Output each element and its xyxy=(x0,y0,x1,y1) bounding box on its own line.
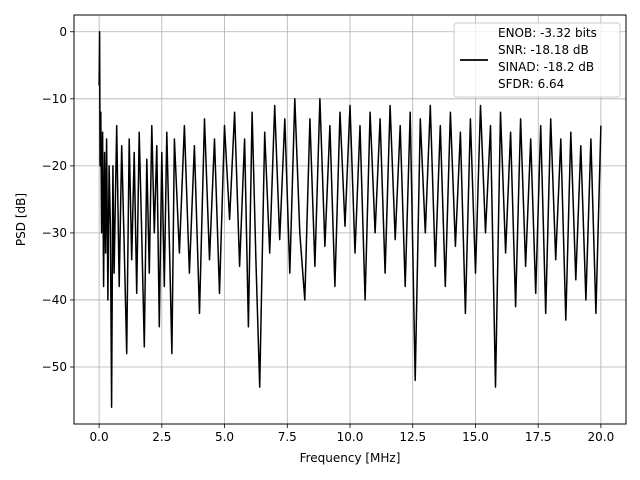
x-axis-label: Frequency [MHz] xyxy=(300,451,401,465)
psd-series-line xyxy=(98,31,602,408)
legend-entry-sinad: SINAD: -18.2 dB xyxy=(498,60,594,74)
x-tick-label: 2.5 xyxy=(152,430,171,444)
y-tick-label: −40 xyxy=(42,293,67,307)
ticks: 0.0 2.5 5.0 7.5 10.0 12.5 15.0 17.5 20.0 0 −10 −20 −… xyxy=(42,25,615,444)
x-tick-label: 0.0 xyxy=(90,430,109,444)
legend: ENOB: -3.32 bits SNR: -18.18 dB SINAD: -… xyxy=(453,22,621,98)
x-tick-label: 12.5 xyxy=(399,430,426,444)
y-axis-label: PSD [dB] xyxy=(14,193,28,246)
x-tick-label: 17.5 xyxy=(525,430,552,444)
y-tick-label: −20 xyxy=(42,159,67,173)
y-tick-label: −50 xyxy=(42,360,67,374)
legend-box xyxy=(453,22,621,98)
x-tick-label: 7.5 xyxy=(278,430,297,444)
legend-entry-snr: SNR: -18.18 dB xyxy=(498,43,589,57)
x-tick-label: 5.0 xyxy=(215,430,234,444)
y-tick-label: 0 xyxy=(59,25,67,39)
series-layer xyxy=(98,31,602,408)
y-tick-label: −30 xyxy=(42,226,67,240)
legend-entry-sfdr: SFDR: 6.64 xyxy=(498,77,564,91)
x-tick-label: 15.0 xyxy=(462,430,489,444)
x-tick-label: 20.0 xyxy=(588,430,615,444)
y-tick-label: −10 xyxy=(42,92,67,106)
x-tick-label: 10.0 xyxy=(337,430,364,444)
legend-entry-enob: ENOB: -3.32 bits xyxy=(498,26,597,40)
